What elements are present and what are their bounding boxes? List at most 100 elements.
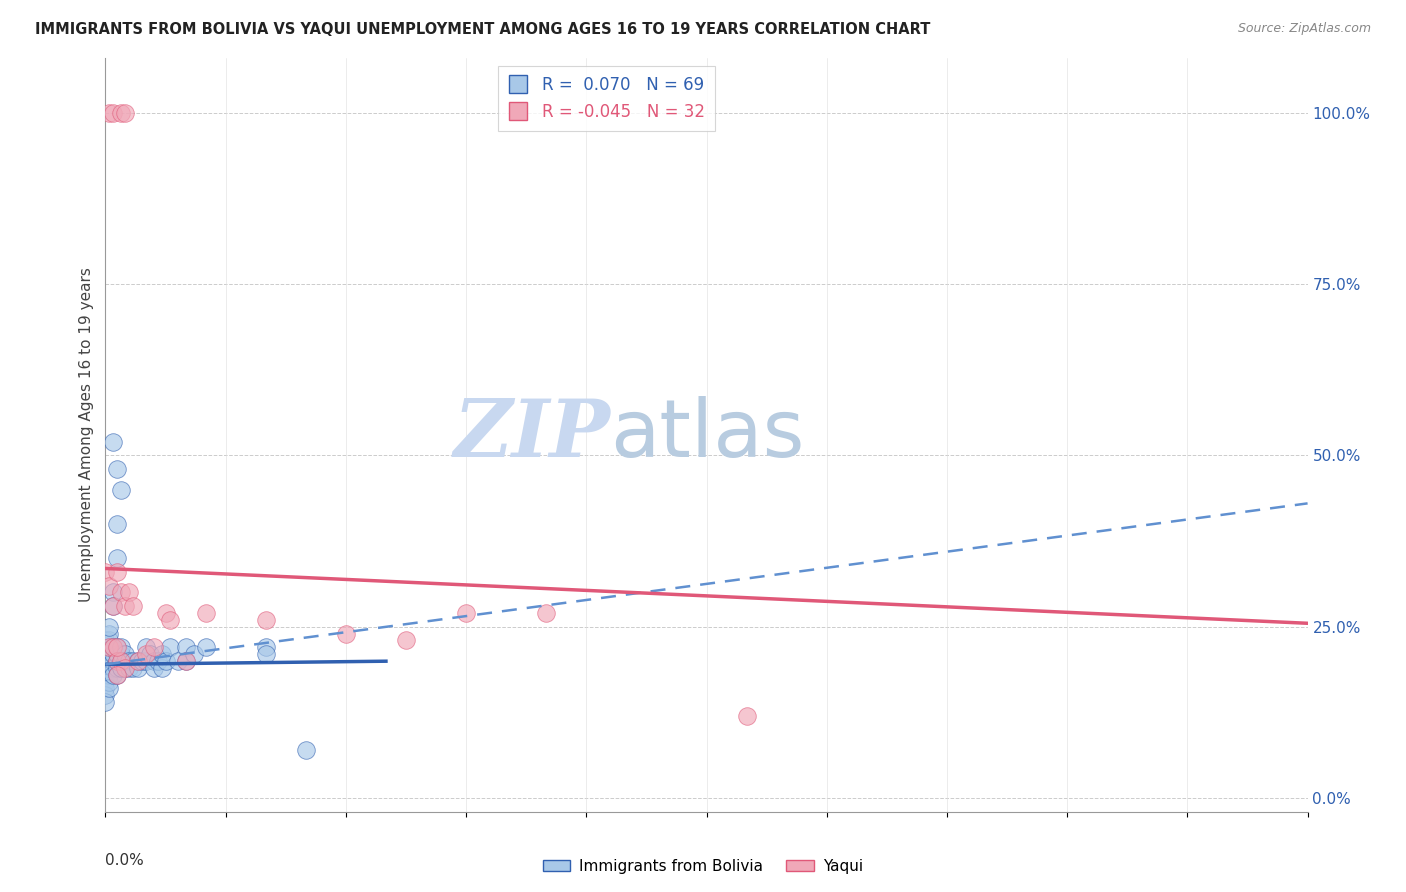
Point [98,626,121,640]
Point [98,633,121,648]
Point [103,599,125,614]
Point [138,647,160,661]
Y-axis label: Unemployment Among Ages 16 to 19 years: Unemployment Among Ages 16 to 19 years [79,268,94,602]
Point [98,578,121,592]
Point [107,647,129,661]
Point [155,606,177,620]
Text: Source: ZipAtlas.com: Source: ZipAtlas.com [1237,22,1371,36]
Point [183,647,205,661]
Point [118,661,141,675]
Point [159,640,181,655]
Point [174,640,197,655]
Point [150,647,173,661]
Point [159,613,181,627]
Point [110,640,132,655]
Point [131,654,153,668]
Point [118,585,141,599]
Point [98,667,121,681]
Legend: Immigrants from Bolivia, Yaqui: Immigrants from Bolivia, Yaqui [537,853,869,880]
Point [127,661,149,675]
Point [142,661,165,675]
Text: IMMIGRANTS FROM BOLIVIA VS YAQUI UNEMPLOYMENT AMONG AGES 16 TO 19 YEARS CORRELAT: IMMIGRANTS FROM BOLIVIA VS YAQUI UNEMPLO… [35,22,931,37]
Point [194,640,217,655]
Point [110,654,132,668]
Point [110,483,132,497]
Point [98,620,121,634]
Point [103,599,125,614]
Text: atlas: atlas [610,396,804,474]
Point [254,647,277,661]
Point [135,640,157,655]
Text: ZIP: ZIP [454,396,610,474]
Point [103,105,125,120]
Point [103,667,125,681]
Point [94,565,117,579]
Point [110,585,132,599]
Point [94,661,117,675]
Point [127,654,149,668]
Point [94,647,117,661]
Point [174,654,197,668]
Point [103,661,125,675]
Point [107,462,129,476]
Point [155,654,177,668]
Point [94,688,117,702]
Point [110,647,132,661]
Point [142,654,165,668]
Point [142,640,165,655]
Point [98,654,121,668]
Point [107,551,129,566]
Text: 0.0%: 0.0% [105,853,145,868]
Point [395,633,418,648]
Point [114,599,136,614]
Point [103,647,125,661]
Point [98,640,121,655]
Point [107,654,129,668]
Point [98,681,121,696]
Point [94,633,117,648]
Point [122,654,145,668]
Point [107,565,129,579]
Point [94,640,117,655]
Point [114,647,136,661]
Point [335,626,357,640]
Point [110,654,132,668]
Point [146,654,169,668]
Point [107,661,129,675]
Point [454,606,477,620]
Point [94,674,117,689]
Point [98,640,121,655]
Point [94,695,117,709]
Point [103,585,125,599]
Point [110,661,132,675]
Point [94,681,117,696]
Point [94,654,117,668]
Point [107,667,129,681]
Point [534,606,557,620]
Point [166,654,188,668]
Point [122,599,145,614]
Point [735,708,758,723]
Point [122,661,145,675]
Point [114,105,136,120]
Point [94,667,117,681]
Point [103,654,125,668]
Point [107,516,129,531]
Point [174,654,197,668]
Point [114,661,136,675]
Point [254,640,277,655]
Point [103,434,125,449]
Point [107,640,129,655]
Point [135,647,157,661]
Point [98,661,121,675]
Legend: R =  0.070   N = 69, R = -0.045   N = 32: R = 0.070 N = 69, R = -0.045 N = 32 [499,66,714,130]
Point [107,654,129,668]
Point [150,661,173,675]
Point [114,661,136,675]
Point [194,606,217,620]
Point [103,640,125,655]
Point [107,640,129,655]
Point [107,667,129,681]
Point [103,640,125,655]
Point [98,105,121,120]
